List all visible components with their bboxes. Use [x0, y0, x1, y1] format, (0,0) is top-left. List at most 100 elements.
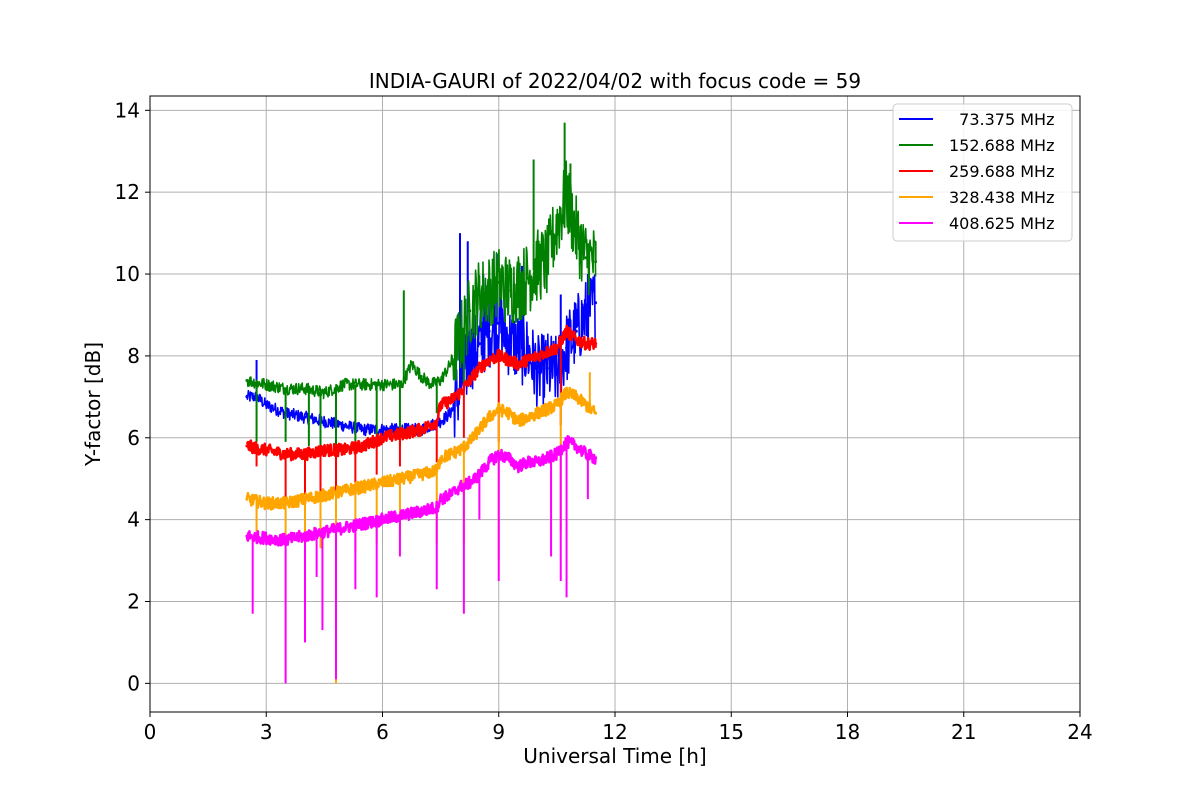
y-axis-label: Y-factor [dB]: [81, 342, 105, 467]
data-point: [303, 387, 307, 391]
x-tick-label: 0: [144, 720, 157, 744]
data-point: [361, 485, 365, 489]
data-point: [468, 440, 472, 444]
data-point: [439, 403, 443, 407]
data-point: [526, 358, 530, 362]
data-point: [342, 526, 346, 530]
data-point: [400, 383, 404, 387]
x-tick-label: 21: [951, 720, 976, 744]
data-point: [487, 358, 491, 362]
data-point: [487, 460, 491, 464]
x-tick-label: 24: [1067, 720, 1092, 744]
data-point: [342, 489, 346, 493]
legend-label: 408.625 MHz: [949, 214, 1054, 233]
x-tick-label: 9: [492, 720, 505, 744]
data-point: [516, 346, 520, 350]
data-point: [342, 448, 346, 452]
data-point: [555, 403, 559, 407]
data-point: [506, 288, 510, 292]
data-point: [574, 231, 578, 235]
data-point: [458, 448, 462, 452]
data-point: [468, 481, 472, 485]
data-point: [342, 424, 346, 427]
y-tick-label: 10: [115, 262, 140, 286]
data-point: [594, 301, 598, 305]
y-tick-label: 6: [127, 426, 140, 450]
data-point: [594, 456, 598, 460]
data-point: [536, 411, 539, 415]
data-point: [545, 407, 549, 411]
data-point: [448, 399, 452, 403]
data-point: [264, 536, 268, 540]
data-point: [555, 223, 559, 227]
data-point: [497, 321, 501, 325]
data-point: [477, 428, 481, 432]
data-point: [381, 436, 384, 440]
y-tick-label: 8: [127, 344, 140, 368]
data-point: [506, 358, 510, 362]
data-point: [526, 460, 530, 464]
data-point: [458, 485, 462, 489]
data-point: [565, 194, 569, 198]
data-point: [448, 452, 452, 456]
data-point: [574, 395, 578, 399]
y-tick-label: 14: [115, 98, 140, 122]
data-point: [245, 379, 249, 382]
chart-title: INDIA-GAURI of 2022/04/02 with focus cod…: [369, 69, 861, 93]
data-point: [400, 514, 404, 517]
y-tick-label: 0: [127, 671, 140, 695]
data-point: [458, 338, 462, 341]
series-lines: [245, 122, 598, 684]
data-point: [516, 419, 520, 423]
data-point: [245, 395, 249, 399]
data-point: [545, 366, 549, 370]
data-point: [536, 370, 539, 374]
data-point: [439, 379, 443, 382]
data-point: [584, 256, 588, 260]
data-point: [429, 383, 433, 387]
data-point: [448, 411, 452, 415]
data-point: [303, 415, 307, 419]
data-point: [555, 452, 559, 456]
data-point: [322, 419, 326, 423]
data-point: [468, 309, 472, 313]
data-point: [565, 346, 569, 350]
data-point: [381, 518, 384, 522]
data-point: [322, 448, 326, 452]
data-point: [322, 493, 326, 497]
data-point: [419, 473, 423, 477]
x-tick-label: 15: [719, 720, 744, 744]
data-point: [245, 444, 249, 448]
data-point: [322, 530, 326, 534]
data-point: [497, 280, 501, 284]
series-4: [245, 434, 598, 684]
data-point: [361, 428, 365, 432]
y-tick-label: 12: [115, 180, 140, 204]
y-tick-label: 2: [127, 589, 140, 613]
data-point: [448, 362, 452, 366]
data-point: [506, 456, 510, 460]
data-point: [516, 362, 520, 366]
legend-label: 328.438 MHz: [949, 188, 1054, 207]
legend-label: 152.688 MHz: [949, 136, 1054, 155]
data-point: [477, 366, 481, 370]
data-point: [526, 276, 530, 280]
data-point: [506, 411, 510, 415]
data-point: [526, 350, 530, 354]
data-point: [536, 354, 539, 358]
data-point: [419, 428, 423, 432]
data-point: [264, 383, 268, 387]
data-point: [574, 329, 578, 333]
x-tick-label: 12: [602, 720, 627, 744]
data-point: [361, 522, 365, 526]
data-point: [545, 260, 549, 264]
data-point: [439, 456, 443, 460]
data-point: [516, 284, 520, 288]
data-point: [584, 452, 588, 456]
x-tick-label: 3: [260, 720, 273, 744]
data-point: [245, 497, 249, 501]
data-point: [477, 342, 481, 346]
